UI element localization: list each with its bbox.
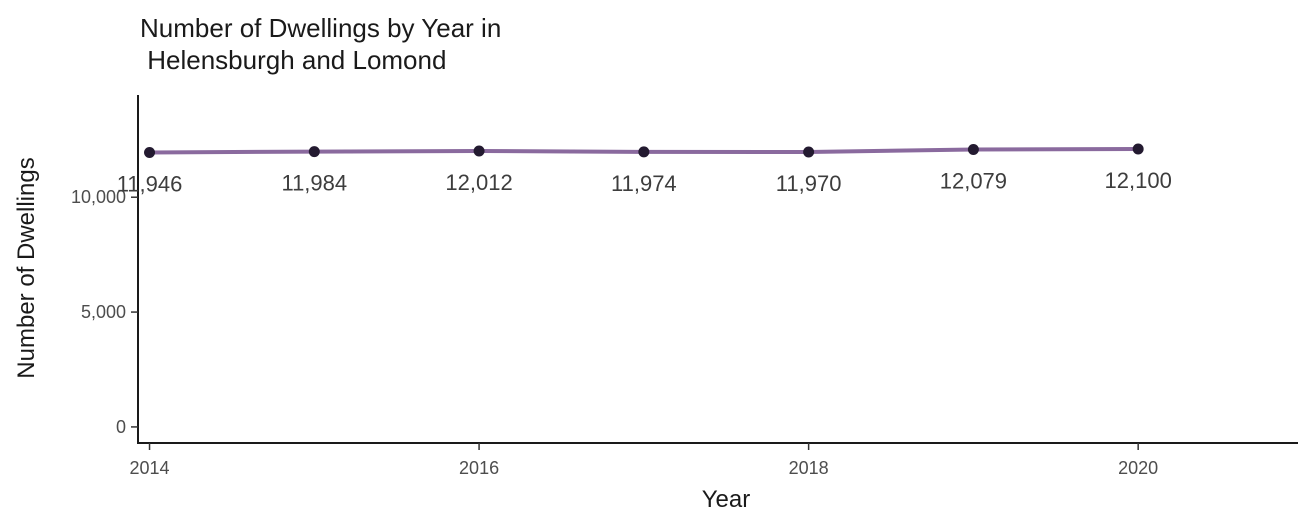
data-label: 12,100: [1105, 168, 1172, 193]
data-labels: 11,946 11,984 12,012 11,974 11,970 12,079 12,1…: [117, 168, 1172, 197]
series-dwellings: [144, 143, 1144, 159]
data-label: 11,974: [611, 171, 677, 196]
data-label: 11,970: [776, 171, 842, 196]
data-point: [1132, 143, 1144, 155]
y-tick-label: 10,000: [71, 187, 126, 207]
x-axis-title: Year: [702, 486, 751, 511]
data-point: [308, 146, 320, 158]
data-label: 11,946: [117, 172, 183, 197]
y-axis: 0 5,000 10,000: [71, 95, 139, 443]
y-tick-label: 5,000: [81, 302, 126, 322]
data-point: [638, 146, 650, 158]
data-label: 12,079: [940, 168, 1007, 193]
x-tick-label: 2018: [789, 458, 829, 478]
chart-title: Number of Dwellings by Year in Helensbur…: [140, 13, 502, 75]
x-axis: 2014 2016 2018 2020: [130, 442, 1298, 478]
data-point: [473, 145, 485, 157]
data-point: [967, 143, 979, 155]
data-point: [803, 146, 815, 158]
x-tick-label: 2016: [459, 458, 499, 478]
y-axis-title: Number of Dwellings: [13, 157, 40, 378]
data-point: [144, 147, 156, 159]
x-tick-label: 2020: [1118, 458, 1158, 478]
data-label: 12,012: [445, 170, 512, 195]
x-tick-label: 2014: [130, 458, 170, 478]
y-tick-label: 0: [116, 417, 126, 437]
data-label: 11,984: [281, 171, 347, 196]
